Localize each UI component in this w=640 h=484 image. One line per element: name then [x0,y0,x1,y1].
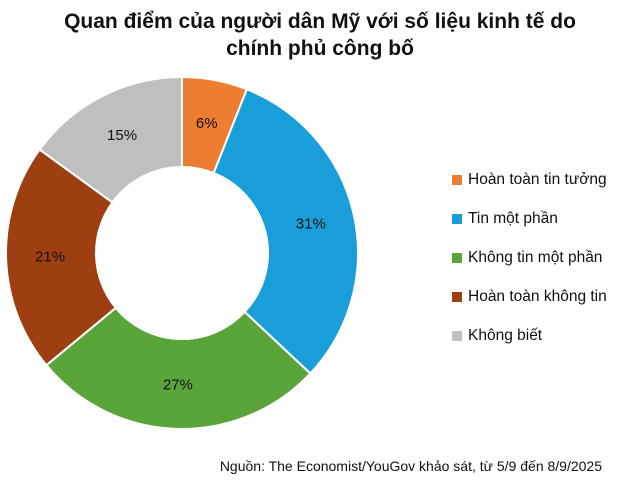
legend-item-hoan-toan-khong-tin: Hoàn toàn không tin [452,287,640,307]
donut-slice-4 [5,148,118,367]
chart-title-line-1: Quan điểm của người dân Mỹ với số liệu k… [64,10,576,33]
data-label-2: 31% [296,216,326,233]
legend-label: Tin một phần [468,210,558,227]
donut-slice-2 [212,88,359,375]
donut-slice-5 [38,75,183,204]
legend: Hoàn toàn tin tưởng Tin một phần Không t… [452,170,640,365]
chart-title: Quan điểm của người dân Mỹ với số liệu k… [0,8,640,62]
legend-swatch [452,175,462,185]
source-note: Nguồn: The Economist/YouGov khảo sát, từ… [219,458,602,474]
data-label-3: 27% [163,376,193,393]
legend-label: Hoàn toàn tin tưởng [468,171,607,188]
legend-swatch [452,214,462,224]
legend-item-khong-biet: Không biết [452,326,640,346]
legend-item-tin-mot-phan: Tin một phần [452,209,640,229]
legend-item-khong-tin-mot-phan: Không tin một phần [452,248,640,268]
legend-label: Hoàn toàn không tin [468,288,607,305]
data-label-5: 15% [107,127,137,144]
legend-swatch [452,331,462,341]
data-label-1: 6% [196,115,218,132]
donut-slice-3 [44,306,312,430]
legend-swatch [452,292,462,302]
legend-item-hoan-toan-tin-tuong: Hoàn toàn tin tưởng [452,170,640,190]
legend-swatch [452,253,462,263]
chart-title-line-2: chính phủ công bố [226,37,414,60]
data-label-4: 21% [35,249,65,266]
legend-label: Không tin một phần [468,249,603,266]
legend-label: Không biết [468,327,543,344]
